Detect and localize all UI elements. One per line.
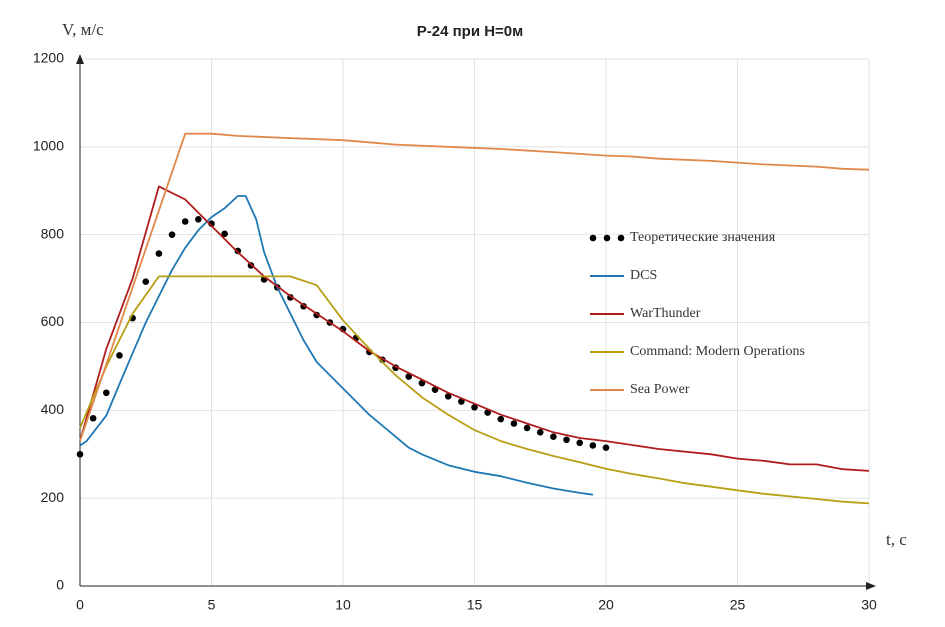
legend-marker: [603, 234, 611, 242]
legend-label: Sea Power: [630, 382, 690, 397]
y-tick-label: 200: [41, 489, 65, 505]
data-point: [484, 409, 491, 416]
data-point: [181, 218, 189, 225]
data-point: [576, 439, 583, 447]
data-point: [471, 403, 478, 411]
y-tick-label: 600: [41, 313, 65, 329]
data-point: [431, 386, 439, 393]
x-tick-label: 10: [335, 597, 351, 613]
y-tick-label: 400: [41, 401, 65, 417]
y-tick-label: 1000: [33, 138, 64, 154]
data-point: [168, 231, 176, 238]
y-tick-label: 0: [56, 577, 64, 593]
y-axis-label: V, м/с: [62, 20, 104, 39]
data-point: [89, 414, 97, 422]
legend-marker: [589, 234, 597, 242]
data-point: [550, 433, 557, 440]
legend-label: Command: Modern Operations: [630, 344, 805, 359]
y-tick-label: 1200: [33, 50, 64, 66]
data-point: [221, 230, 228, 238]
x-tick-label: 20: [598, 597, 614, 613]
data-point: [602, 444, 610, 451]
data-point: [405, 373, 413, 380]
data-point: [563, 436, 570, 444]
legend-label: WarThunder: [630, 306, 701, 321]
series-line: [79, 132, 870, 442]
legend-label: DCS: [630, 268, 657, 283]
grid: [79, 58, 870, 587]
chart-title: Р-24 при H=0м: [417, 23, 524, 40]
x-axis-arrow: [866, 582, 876, 590]
data-point: [523, 424, 531, 432]
legend-label: Теоретические значения: [630, 230, 776, 245]
data-point: [195, 215, 202, 223]
data-point: [418, 379, 426, 387]
x-tick-label: 15: [467, 597, 483, 613]
series-line: [79, 195, 594, 496]
x-tick-label: 0: [76, 597, 84, 613]
data-point: [510, 420, 518, 427]
data-point: [103, 389, 110, 397]
x-tick-label: 30: [861, 597, 877, 613]
x-tick-label: 5: [208, 597, 216, 613]
series-line: [79, 185, 870, 472]
x-axis-label: t, с: [886, 530, 907, 549]
data-point: [76, 450, 84, 458]
data-point: [589, 442, 597, 449]
data-point: [116, 352, 123, 359]
data-point: [155, 250, 163, 257]
y-tick-label: 800: [41, 225, 65, 241]
x-tick-label: 25: [730, 597, 746, 613]
series-line: [79, 275, 870, 505]
data-point: [444, 392, 452, 400]
legend-marker: [617, 234, 625, 242]
y-axis-arrow: [76, 54, 84, 64]
data-point: [497, 415, 505, 423]
data-point: [536, 428, 544, 436]
data-point: [142, 278, 150, 285]
